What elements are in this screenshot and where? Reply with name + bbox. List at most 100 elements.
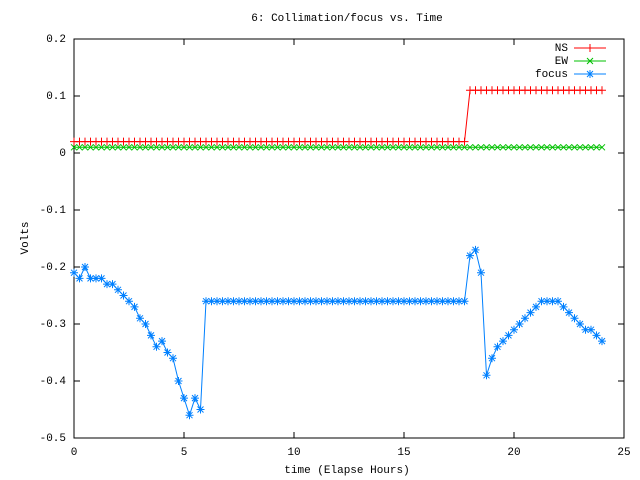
data-point <box>158 143 166 151</box>
y-tick-label: 0.1 <box>46 91 66 103</box>
data-point <box>565 308 573 317</box>
data-point <box>147 143 155 151</box>
data-point <box>526 308 535 317</box>
data-point <box>180 394 188 403</box>
data-point <box>213 143 221 151</box>
data-point <box>444 297 452 306</box>
data-point <box>230 143 237 151</box>
data-point <box>488 143 496 151</box>
data-point <box>400 143 408 151</box>
data-point <box>538 143 545 151</box>
data-point <box>345 297 353 306</box>
data-point <box>136 314 144 323</box>
data-point <box>323 297 331 306</box>
data-point <box>185 411 194 420</box>
data-point <box>515 320 524 328</box>
data-point <box>87 143 94 151</box>
data-point <box>361 297 370 306</box>
data-point <box>571 143 578 151</box>
data-point <box>235 143 243 151</box>
data-point <box>268 297 276 306</box>
data-point <box>493 342 502 351</box>
x-tick-label: 20 <box>507 447 520 459</box>
data-point <box>70 268 78 277</box>
data-point <box>290 297 298 306</box>
data-point <box>191 394 199 403</box>
data-point <box>197 143 204 151</box>
data-point <box>532 302 540 311</box>
data-point <box>504 331 513 340</box>
legend-label: NS <box>555 43 569 55</box>
data-point <box>351 143 358 151</box>
data-point <box>582 143 589 151</box>
x-axis-label: time (Elapse Hours) <box>284 465 409 477</box>
data-point <box>301 297 309 306</box>
data-point <box>229 297 238 306</box>
data-point <box>235 297 243 306</box>
data-point <box>119 291 128 300</box>
data-point <box>510 143 518 151</box>
data-point <box>158 337 166 346</box>
data-point <box>202 297 210 306</box>
data-point <box>356 143 364 151</box>
data-point <box>240 297 249 306</box>
data-point <box>411 297 419 306</box>
data-point <box>499 143 507 151</box>
data-point <box>367 297 375 306</box>
data-point <box>405 297 414 306</box>
data-point <box>136 143 144 151</box>
data-point <box>581 325 590 334</box>
data-point <box>164 143 171 151</box>
data-point <box>362 143 369 151</box>
data-point <box>103 143 111 151</box>
data-point <box>301 143 309 151</box>
data-point <box>417 143 424 151</box>
data-point <box>560 143 567 151</box>
data-point <box>141 320 150 328</box>
data-point <box>285 143 292 151</box>
legend-marker <box>586 44 594 52</box>
data-point <box>350 297 359 306</box>
data-point <box>125 143 133 151</box>
data-point <box>559 302 568 311</box>
data-point <box>213 297 221 306</box>
data-point <box>598 337 606 346</box>
data-point <box>109 143 116 151</box>
data-point <box>565 143 573 151</box>
data-point <box>466 251 474 260</box>
data-point <box>263 143 270 151</box>
y-tick-label: -0.4 <box>40 376 67 388</box>
data-point <box>433 143 441 151</box>
data-point <box>208 143 215 151</box>
data-point <box>416 297 425 306</box>
data-point <box>163 348 172 357</box>
data-point <box>108 280 117 289</box>
data-point <box>439 143 446 151</box>
x-tick-label: 5 <box>181 447 188 459</box>
data-point <box>383 297 392 306</box>
data-point <box>318 143 325 151</box>
data-point <box>246 297 254 306</box>
data-point <box>516 143 523 151</box>
data-point <box>554 297 562 306</box>
data-point <box>274 143 281 151</box>
data-point <box>422 143 430 151</box>
data-point <box>378 143 386 151</box>
data-point <box>411 143 419 151</box>
data-point <box>356 297 364 306</box>
legend-marker <box>586 57 594 65</box>
x-tick-label: 25 <box>617 447 630 459</box>
data-point <box>587 325 595 334</box>
data-point <box>384 143 391 151</box>
data-point <box>400 297 408 306</box>
data-point <box>549 143 556 151</box>
data-point <box>169 143 177 151</box>
data-point <box>153 143 160 151</box>
data-point <box>196 405 205 414</box>
data-point <box>395 143 402 151</box>
data-point <box>169 354 177 363</box>
data-point <box>339 297 348 306</box>
data-point <box>296 143 303 151</box>
data-point <box>152 342 161 351</box>
